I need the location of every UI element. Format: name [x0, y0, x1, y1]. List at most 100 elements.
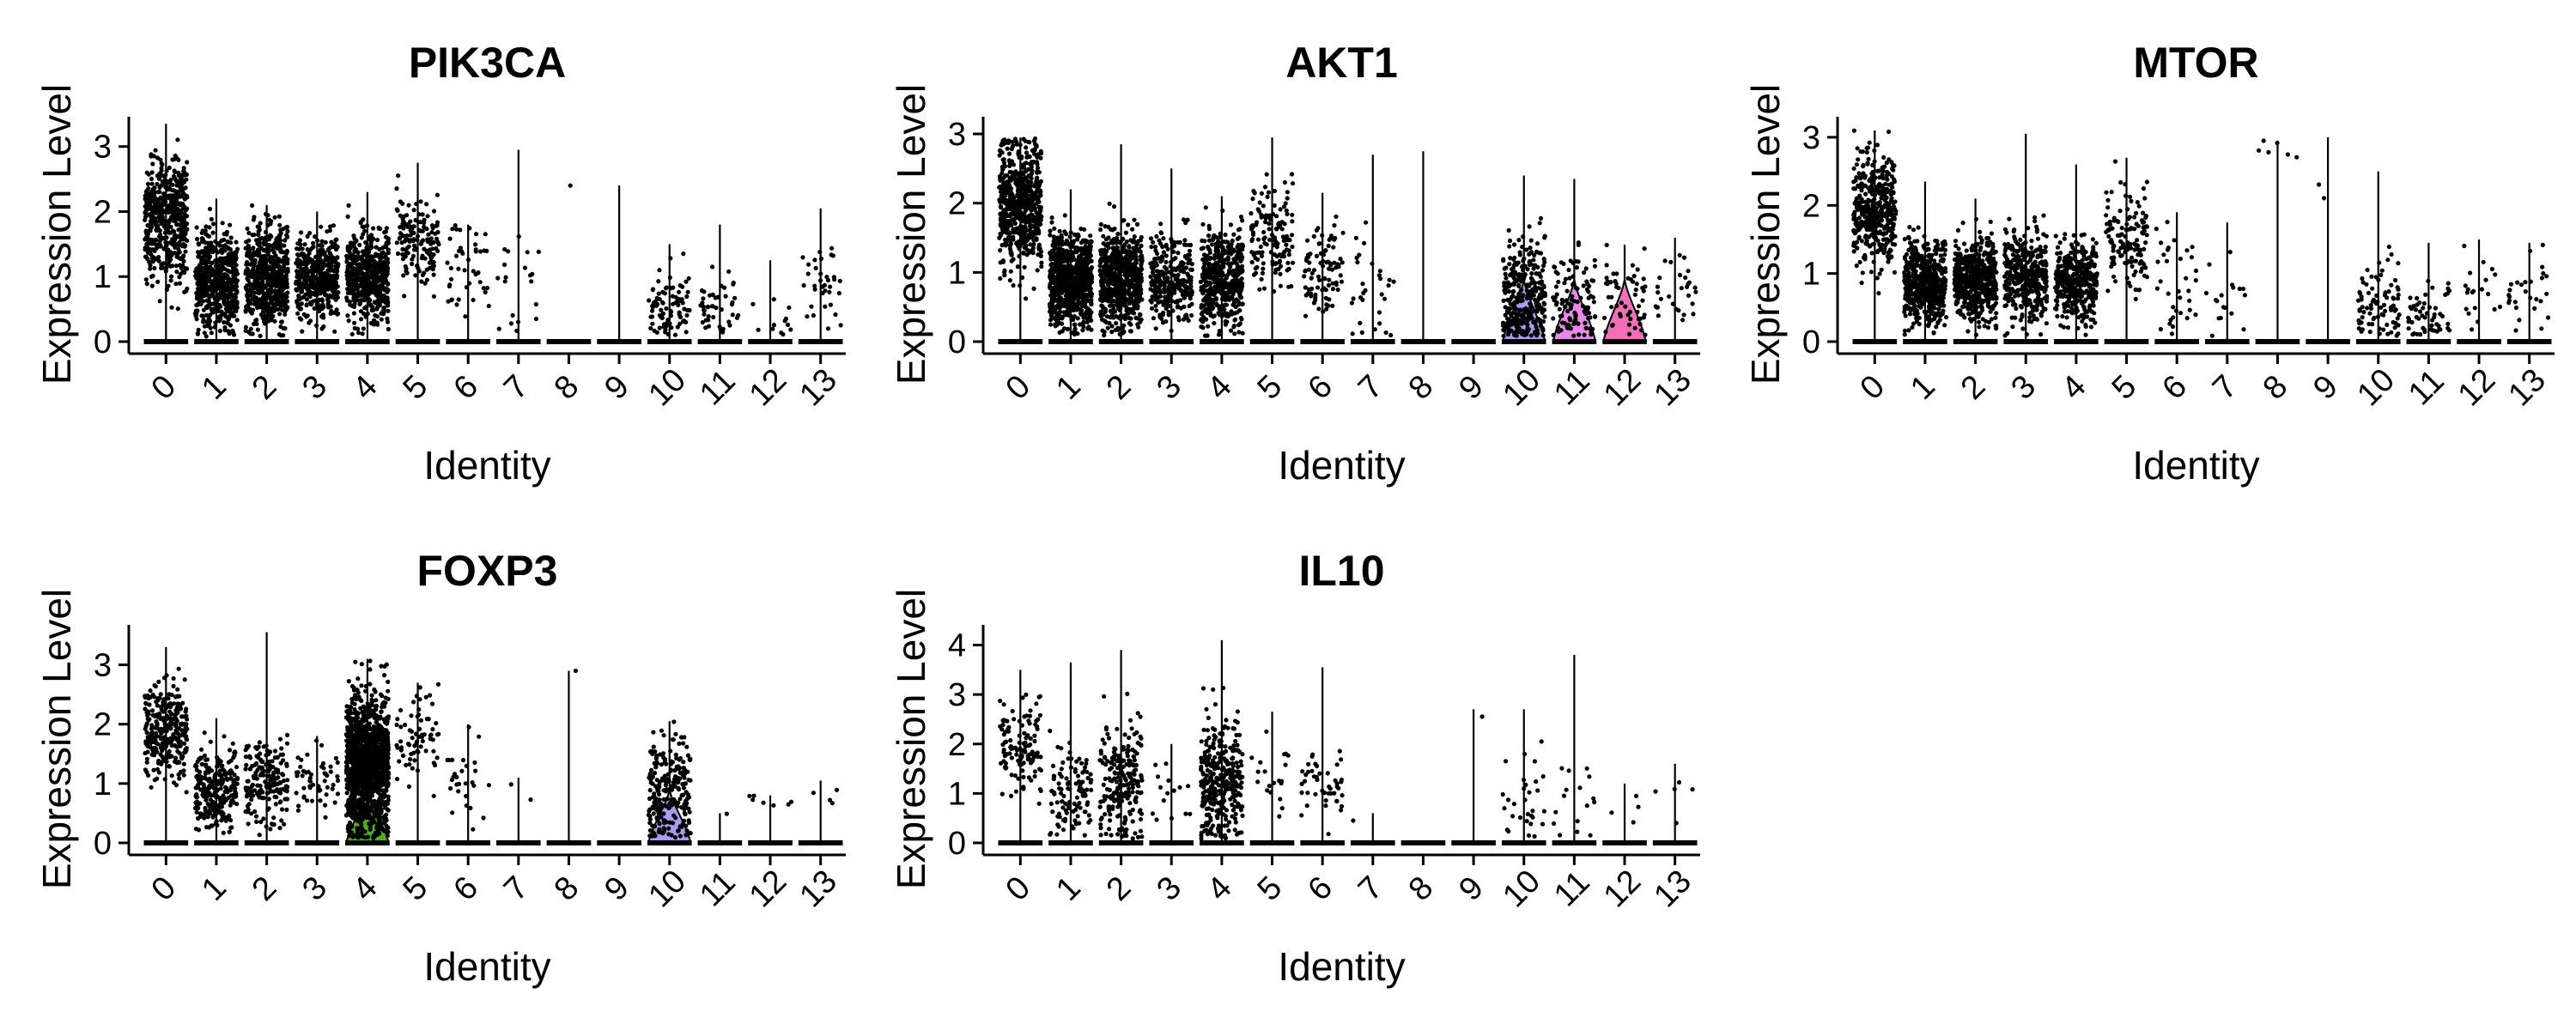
data-point [428, 255, 434, 260]
data-point [329, 274, 334, 279]
data-point [294, 281, 299, 286]
data-point [770, 326, 775, 331]
data-point [670, 294, 676, 299]
data-point [295, 241, 301, 246]
data-point [270, 270, 275, 276]
data-point [1024, 190, 1029, 195]
data-point [1048, 251, 1054, 257]
data-point [256, 232, 261, 237]
data-point [1078, 227, 1084, 232]
data-point [378, 226, 383, 232]
data-point [706, 318, 711, 323]
data-point [1025, 234, 1031, 239]
data-point [1086, 324, 1091, 330]
data-point [676, 302, 681, 307]
data-point [216, 281, 222, 286]
data-point [1124, 296, 1129, 302]
data-point [276, 293, 281, 298]
data-point [374, 245, 379, 250]
data-point [380, 250, 386, 255]
data-point [168, 224, 173, 229]
y-tick-label: 0 [94, 324, 112, 360]
data-point [363, 306, 368, 311]
data-point [157, 299, 162, 304]
data-point [162, 235, 167, 241]
data-point [328, 311, 333, 316]
data-point [351, 311, 356, 316]
data-point [1009, 222, 1014, 228]
data-point [263, 229, 269, 235]
x-tick-label: 12 [1597, 362, 1649, 414]
data-point [1064, 284, 1069, 289]
data-point [183, 249, 188, 254]
data-point [1080, 298, 1086, 303]
data-point [1064, 254, 1069, 259]
data-point [1031, 229, 1036, 234]
data-point [253, 251, 258, 257]
data-point [206, 258, 211, 263]
data-point [265, 271, 270, 276]
data-point [308, 302, 313, 307]
data-point [681, 318, 687, 324]
data-point [1039, 260, 1044, 265]
data-point [228, 246, 233, 252]
data-point [1024, 296, 1029, 301]
data-point [295, 300, 300, 306]
data-point [1002, 270, 1007, 275]
data-point [228, 303, 234, 308]
x-tick-label: 13 [793, 362, 844, 414]
data-point [329, 260, 334, 265]
data-point [345, 313, 350, 318]
data-point [1049, 215, 1054, 221]
data-point [307, 257, 313, 262]
y-tick-label: 3 [948, 117, 966, 153]
data-point [161, 224, 167, 229]
data-point [306, 291, 311, 296]
data-point [394, 207, 399, 212]
data-point [216, 308, 222, 314]
data-point [806, 262, 811, 267]
data-point [379, 311, 384, 316]
data-point [1057, 300, 1062, 306]
data-point [1022, 219, 1027, 224]
data-point [300, 246, 305, 251]
data-point [212, 272, 217, 277]
data-point [319, 326, 325, 331]
data-point [166, 254, 171, 259]
data-point [334, 256, 339, 261]
data-point [153, 256, 158, 261]
data-point [374, 238, 380, 243]
data-point [1008, 186, 1013, 192]
data-point [163, 269, 168, 274]
data-point [1075, 288, 1080, 293]
data-point [181, 166, 186, 171]
data-point [196, 327, 201, 332]
data-point [252, 321, 257, 327]
data-point [282, 243, 287, 248]
data-point [145, 245, 150, 250]
data-point [681, 251, 686, 257]
data-point [1035, 268, 1040, 273]
data-point [527, 273, 533, 278]
data-point [167, 230, 173, 235]
data-point [327, 293, 332, 298]
data-point [1048, 322, 1054, 327]
data-point [352, 248, 357, 253]
data-point [299, 301, 304, 306]
data-point [263, 261, 269, 266]
data-point [1034, 237, 1039, 242]
data-point [224, 232, 229, 237]
data-point [447, 282, 453, 288]
data-point [245, 226, 250, 231]
data-point [1008, 269, 1013, 274]
data-point [174, 155, 179, 161]
data-point [295, 311, 301, 316]
x-tick-label: 6 [1301, 368, 1340, 407]
data-point [1007, 169, 1012, 175]
data-point [1024, 243, 1029, 248]
data-point [345, 214, 350, 219]
data-point [285, 284, 290, 290]
x-tick-label: 8 [548, 368, 586, 407]
data-point [1076, 292, 1081, 297]
data-point [169, 252, 174, 258]
